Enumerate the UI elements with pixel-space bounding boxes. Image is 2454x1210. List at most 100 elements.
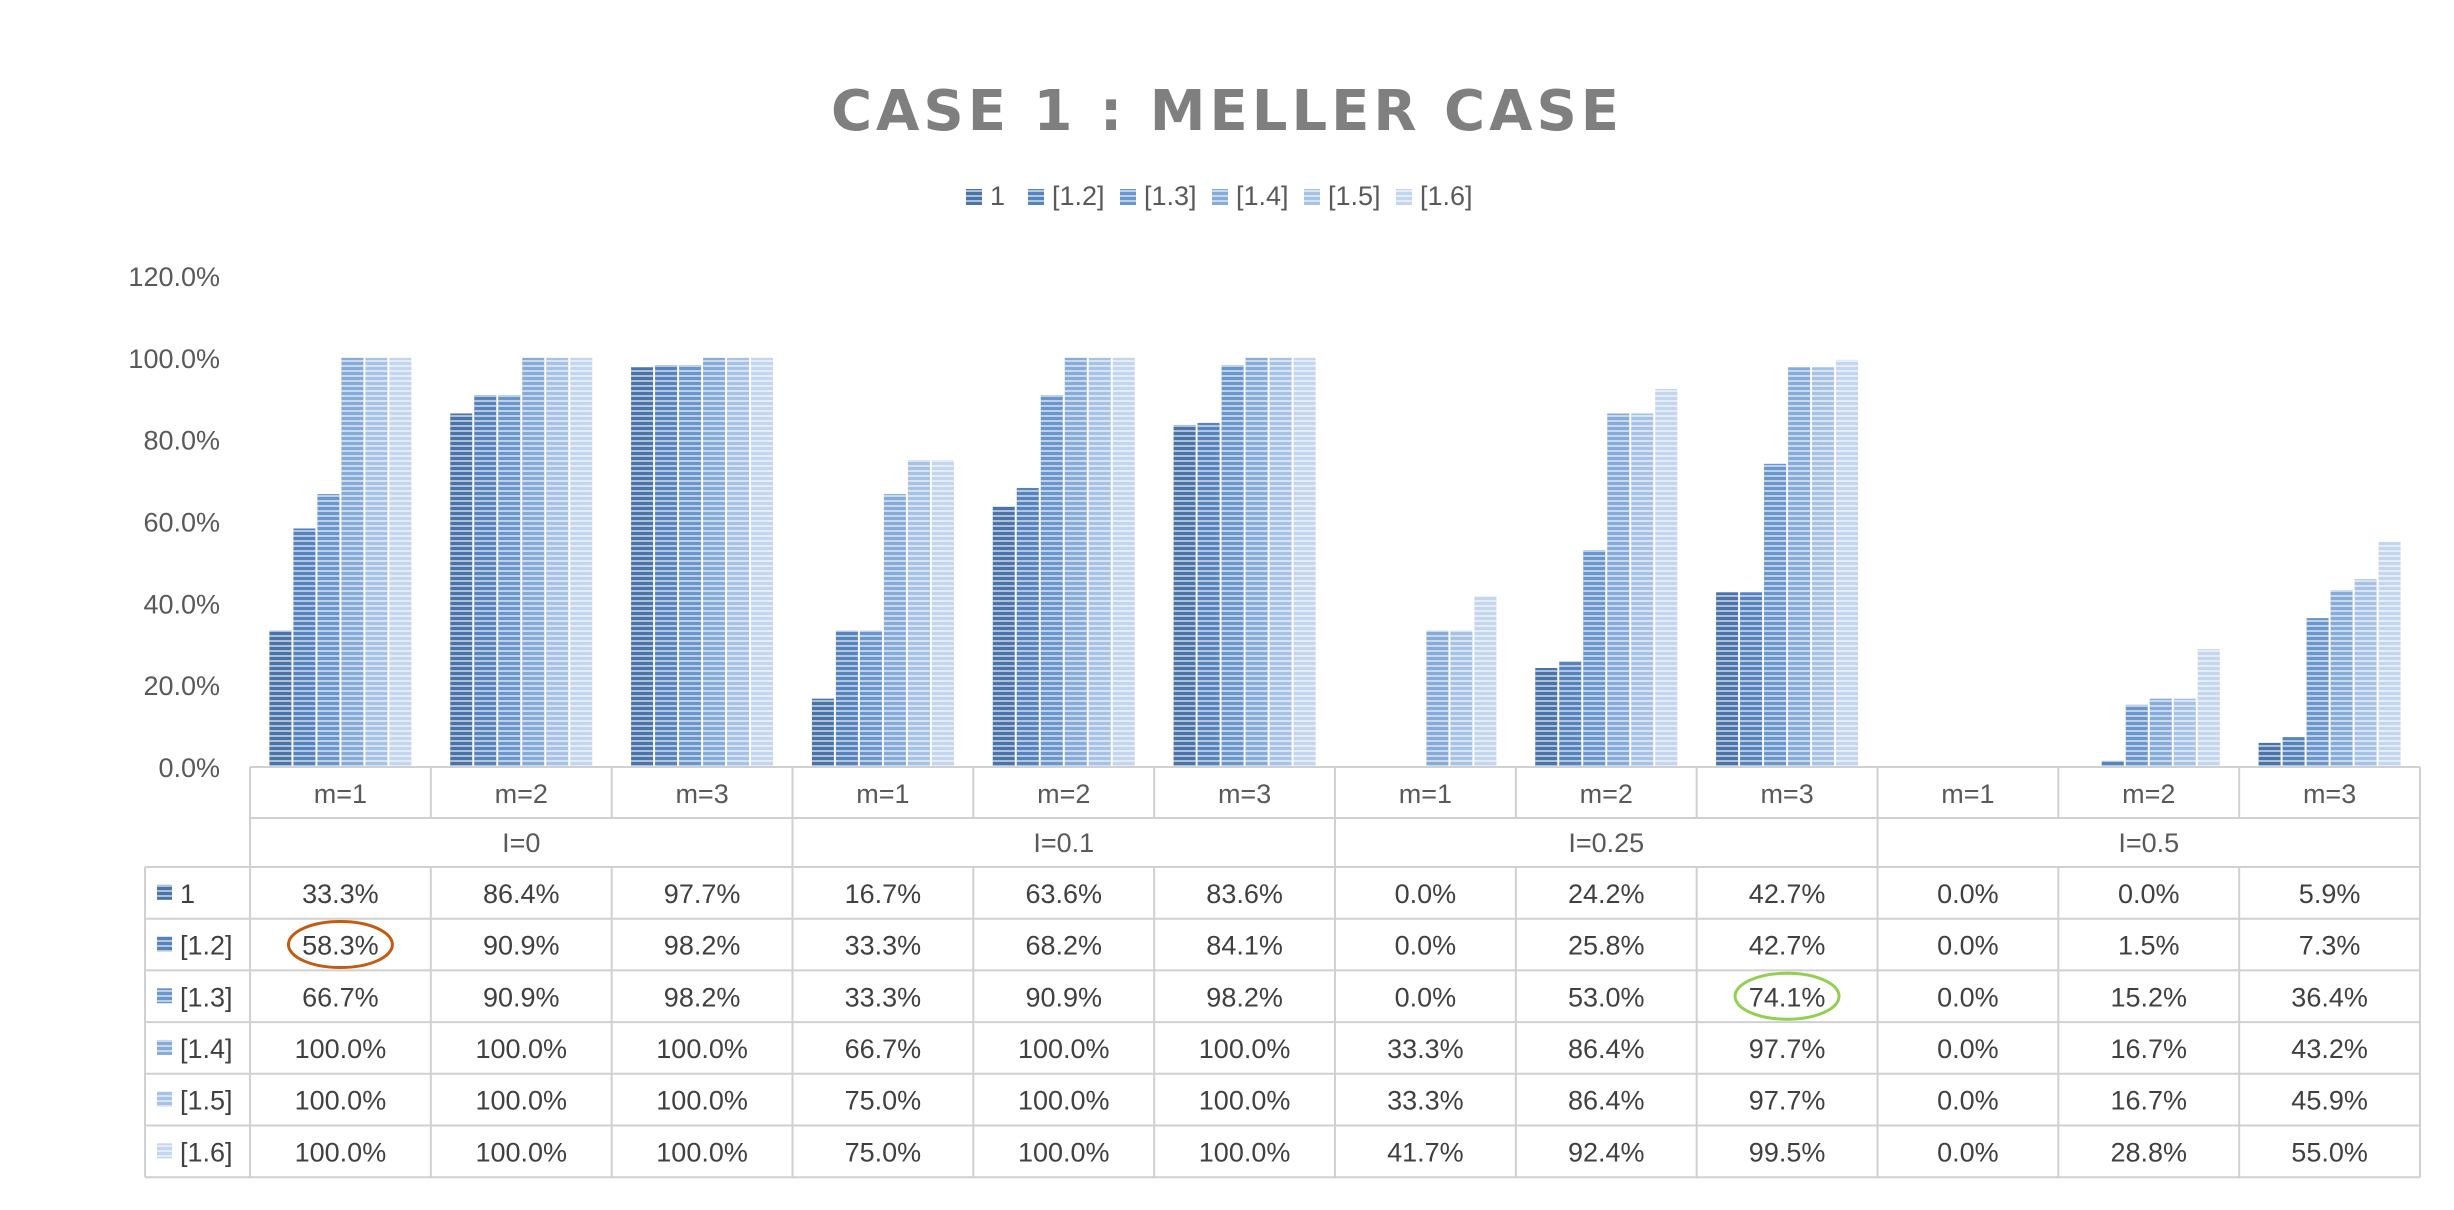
bar — [2173, 698, 2196, 767]
bar — [1269, 357, 1292, 767]
y-tick-label: 100.0% — [128, 344, 220, 374]
bar-texture — [365, 357, 388, 767]
y-tick-label: 20.0% — [143, 671, 220, 701]
data-label: 0.0% — [1395, 982, 1457, 1012]
legend-label: [1.6] — [1420, 181, 1473, 211]
data-label: 90.9% — [483, 931, 560, 961]
bar-texture — [269, 630, 292, 767]
category-label: m=1 — [1941, 779, 1994, 809]
bar — [1764, 463, 1787, 767]
row-legend-key-texture — [157, 884, 172, 900]
data-label: 97.7% — [1749, 1034, 1826, 1064]
data-label: 75.0% — [845, 1137, 922, 1167]
data-label: 66.7% — [302, 982, 379, 1012]
bar-texture — [859, 630, 882, 767]
highlight-circle — [1733, 971, 1841, 1021]
bar-texture — [522, 357, 545, 767]
data-label: 100.0% — [295, 1034, 387, 1064]
row-legend-key-texture — [157, 936, 172, 952]
bar-texture — [1221, 365, 1244, 767]
bar-texture — [1740, 592, 1763, 767]
bar — [1016, 487, 1039, 767]
legend: 1 [1.2] [1.3] [1.4] [1.5] [1.6] — [966, 181, 1473, 211]
data-label: 0.0% — [1395, 879, 1457, 909]
data-label: 100.0% — [1199, 1086, 1291, 1116]
bar-texture — [1112, 357, 1135, 767]
bar-texture — [1197, 422, 1220, 767]
bar — [2282, 737, 2305, 767]
bar — [1559, 661, 1582, 767]
data-label: 45.9% — [2291, 1086, 2368, 1116]
bar — [2149, 698, 2172, 767]
bar-texture — [2282, 737, 2305, 767]
bar — [751, 357, 774, 767]
data-label: 33.3% — [1387, 1086, 1464, 1116]
data-label: 98.2% — [1206, 982, 1283, 1012]
data-label: 0.0% — [1937, 1034, 1999, 1064]
bar — [1221, 365, 1244, 767]
legend-swatch-texture — [1028, 189, 1044, 205]
row-label: [1.5] — [180, 1086, 233, 1116]
bar — [1293, 357, 1316, 767]
bar — [2101, 760, 2124, 767]
category-label: m=3 — [675, 779, 728, 809]
data-label: 58.3% — [302, 931, 379, 961]
bar-texture — [907, 460, 930, 767]
bar — [811, 698, 834, 767]
bar-texture — [1450, 630, 1473, 767]
bar — [269, 630, 292, 767]
bar-texture — [835, 630, 858, 767]
bar — [2378, 541, 2401, 767]
row-label: [1.4] — [180, 1034, 233, 1064]
data-label: 99.5% — [1749, 1137, 1826, 1167]
bar — [1173, 424, 1196, 767]
bar-texture — [1607, 413, 1630, 767]
category-label: m=1 — [856, 779, 909, 809]
bar — [1535, 667, 1558, 767]
data-label: 16.7% — [2110, 1034, 2187, 1064]
data-label: 83.6% — [1206, 879, 1283, 909]
bar-texture — [474, 395, 497, 767]
legend-label: [1.2] — [1052, 181, 1105, 211]
bar-texture — [1655, 388, 1678, 767]
bar-texture — [751, 357, 774, 767]
bar — [727, 357, 750, 767]
data-label: 43.2% — [2291, 1034, 2368, 1064]
bar-texture — [570, 357, 593, 767]
bar-texture — [1535, 667, 1558, 767]
bar — [2125, 704, 2148, 767]
group-label: I=0.5 — [2118, 828, 2179, 858]
bar-texture — [2306, 618, 2329, 767]
gridlines — [250, 275, 2420, 686]
row-legend-key-texture — [157, 988, 172, 1004]
legend-label: [1.4] — [1236, 181, 1289, 211]
data-label: 86.4% — [1568, 1086, 1645, 1116]
data-label: 63.6% — [1025, 879, 1102, 909]
bar-texture — [1426, 630, 1449, 767]
bar-texture — [1788, 367, 1811, 767]
bar-texture — [1269, 357, 1292, 767]
legend-item: [1.2] — [1028, 181, 1105, 211]
row-legend-key-texture — [157, 1039, 172, 1055]
data-label: 0.0% — [1395, 931, 1457, 961]
bar-texture — [389, 357, 412, 767]
bar — [1112, 357, 1135, 767]
bar — [365, 357, 388, 767]
bar — [992, 506, 1015, 767]
data-label: 36.4% — [2291, 982, 2368, 1012]
legend-item: [1.5] — [1304, 181, 1381, 211]
data-label: 84.1% — [1206, 931, 1283, 961]
bars — [269, 357, 2401, 767]
data-label: 100.0% — [295, 1137, 387, 1167]
bar-texture — [679, 365, 702, 767]
bar — [1716, 592, 1739, 767]
data-label: 75.0% — [845, 1086, 922, 1116]
bar-texture — [2101, 760, 2124, 767]
bar — [293, 528, 316, 767]
data-label: 0.0% — [1937, 1086, 1999, 1116]
bar — [1788, 367, 1811, 767]
bar — [1607, 413, 1630, 767]
bar — [907, 460, 930, 767]
legend-swatch-texture — [966, 189, 982, 205]
legend-label: 1 — [990, 181, 1005, 211]
